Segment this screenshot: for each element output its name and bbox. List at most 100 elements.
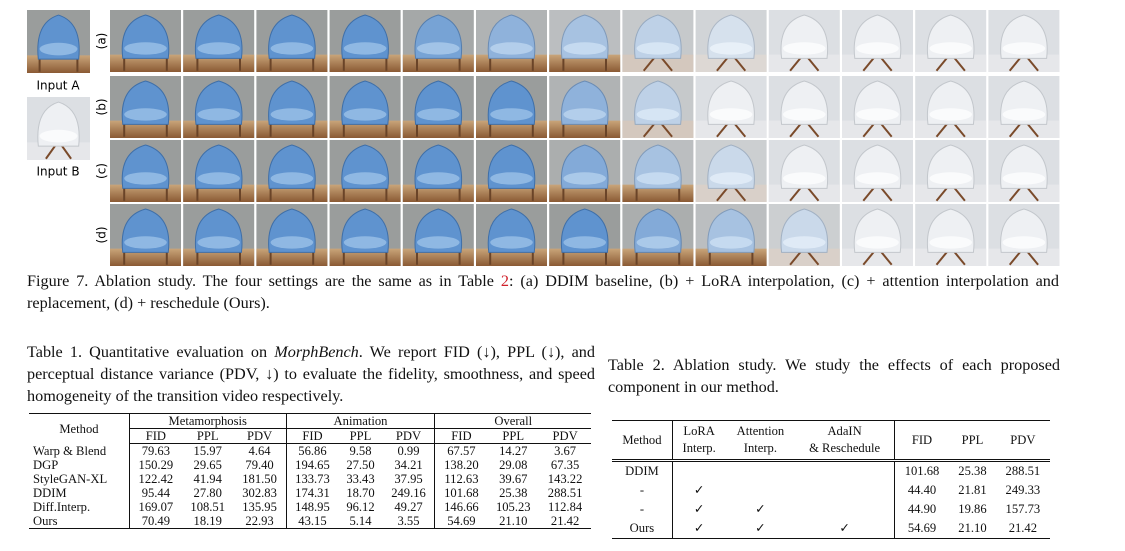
- image-tile: [549, 76, 621, 138]
- value-cell: 21.42: [550, 514, 580, 528]
- caption-italic: MorphBench: [274, 343, 359, 361]
- image-tile: [476, 204, 547, 266]
- tile-floor: [695, 120, 767, 138]
- value-cell: 34.21: [382, 458, 436, 472]
- header-line: & Reschedule: [809, 441, 881, 455]
- image-tile: [110, 204, 181, 266]
- value-cell: 56.86: [298, 444, 327, 458]
- image-tile: [329, 140, 401, 202]
- header-cell: PPL: [949, 420, 996, 462]
- image-tile: [110, 76, 181, 138]
- header-line: LoRA: [683, 424, 715, 438]
- header-line: Interp.: [743, 441, 777, 455]
- header-cell: Method: [29, 413, 130, 444]
- check-cell: ✓: [693, 521, 705, 535]
- value-cell: 44.90: [907, 502, 937, 516]
- value-cell: 22.93: [233, 514, 287, 529]
- method-cell: DDIM: [612, 460, 673, 481]
- chair-seat: [417, 172, 460, 185]
- value-cell: 0.99: [382, 443, 436, 458]
- tile-floor: [842, 120, 913, 138]
- chair-seat: [343, 236, 387, 249]
- check-cell: ✓: [693, 502, 705, 516]
- image-tile: [842, 76, 913, 138]
- image-tile: [110, 140, 181, 202]
- value-cell: 157.73: [1005, 502, 1041, 516]
- chair-seat: [197, 42, 240, 55]
- tile-floor: [110, 184, 181, 202]
- value-cell: 9.58: [349, 444, 372, 458]
- metric-header: PDV: [233, 428, 287, 444]
- image-tile: [256, 204, 328, 266]
- chair-seat: [417, 236, 460, 249]
- image-tile: [915, 10, 987, 72]
- chair-seat: [856, 236, 899, 249]
- chair-seat: [783, 236, 826, 249]
- value-cell: 79.63: [141, 444, 171, 458]
- metric-header: FID: [129, 428, 182, 444]
- header-row: Method LoRA Interp. Attention Interp. AdaIN & …: [612, 420, 1050, 462]
- value-cell: 174.31: [295, 486, 330, 500]
- value-cell: 108.51: [190, 500, 226, 514]
- chair-seat: [783, 172, 826, 185]
- image-tile: [183, 140, 255, 202]
- table-row: Diff.Interp. 169.07 108.51 135.95 148.95 96.1…: [29, 500, 591, 514]
- tile-floor: [842, 248, 913, 266]
- input-label: Input B: [36, 165, 79, 179]
- table-row: - ✓ 44.40 21.81 249.33: [612, 481, 1050, 500]
- tile-floor: [915, 120, 987, 138]
- table-row: DGP 150.29 29.65 79.40 194.65 27.50 34.21 138.2…: [29, 458, 591, 472]
- value-cell: 25.38: [958, 464, 987, 478]
- chair-seat: [636, 172, 680, 185]
- value-cell: 18.19: [193, 514, 222, 528]
- check-cell: [672, 461, 725, 482]
- ablation-table: Method LoRA Interp. Attention Interp. AdaIN & …: [612, 420, 1050, 539]
- image-tile: [329, 204, 401, 266]
- row-label: (b): [95, 99, 109, 116]
- tile-floor: [549, 184, 621, 202]
- image-tile: [27, 97, 90, 160]
- value-cell: 112.84: [548, 500, 583, 514]
- value-cell: 18.70: [346, 486, 375, 500]
- header-row: FID PPL PDV FID PPL PDV FID PPL PDV: [29, 428, 591, 444]
- chair-seat: [124, 172, 167, 185]
- image-tile: [329, 10, 401, 72]
- header-cell: FID: [894, 420, 950, 462]
- value-cell: 105.23: [495, 500, 531, 514]
- tile-floor: [915, 54, 987, 72]
- image-tile: [988, 10, 1060, 72]
- image-tile: [622, 140, 694, 202]
- chair-seat: [563, 108, 606, 121]
- chair-seat: [783, 108, 826, 121]
- chair-seat: [343, 42, 387, 55]
- image-tile: [27, 10, 90, 73]
- value-cell: 25.38: [499, 486, 528, 500]
- header-row: Method Metamorphosis Animation Overall: [29, 413, 591, 444]
- tile-floor: [988, 248, 1060, 266]
- tile-floor: [402, 120, 474, 138]
- image-tile: [768, 204, 840, 266]
- tile-floor: [27, 142, 90, 160]
- chair-seat: [1002, 172, 1046, 185]
- row-label: (d): [95, 227, 109, 244]
- value-cell: 19.86: [958, 502, 987, 516]
- method-cell: DGP: [29, 458, 130, 472]
- metric-header: FID: [286, 428, 339, 444]
- tile-floor: [110, 54, 181, 72]
- image-tile: [110, 10, 181, 72]
- tile-floor: [842, 184, 913, 202]
- value-cell: 33.43: [346, 472, 375, 486]
- image-tile: [915, 140, 987, 202]
- image-tile: [622, 10, 694, 72]
- check-cell: [795, 460, 895, 481]
- tile-floor: [183, 184, 255, 202]
- value-cell: 67.57: [447, 444, 476, 458]
- tile-floor: [27, 55, 90, 73]
- table-reference[interactable]: 2: [500, 272, 509, 290]
- header-line: Attention: [736, 424, 785, 438]
- header-cell: AdaIN & Reschedule: [795, 420, 895, 462]
- tile-floor: [256, 120, 328, 138]
- method-cell: Diff.Interp.: [29, 500, 130, 514]
- row-label: (a): [95, 33, 109, 50]
- image-tile: [622, 76, 694, 138]
